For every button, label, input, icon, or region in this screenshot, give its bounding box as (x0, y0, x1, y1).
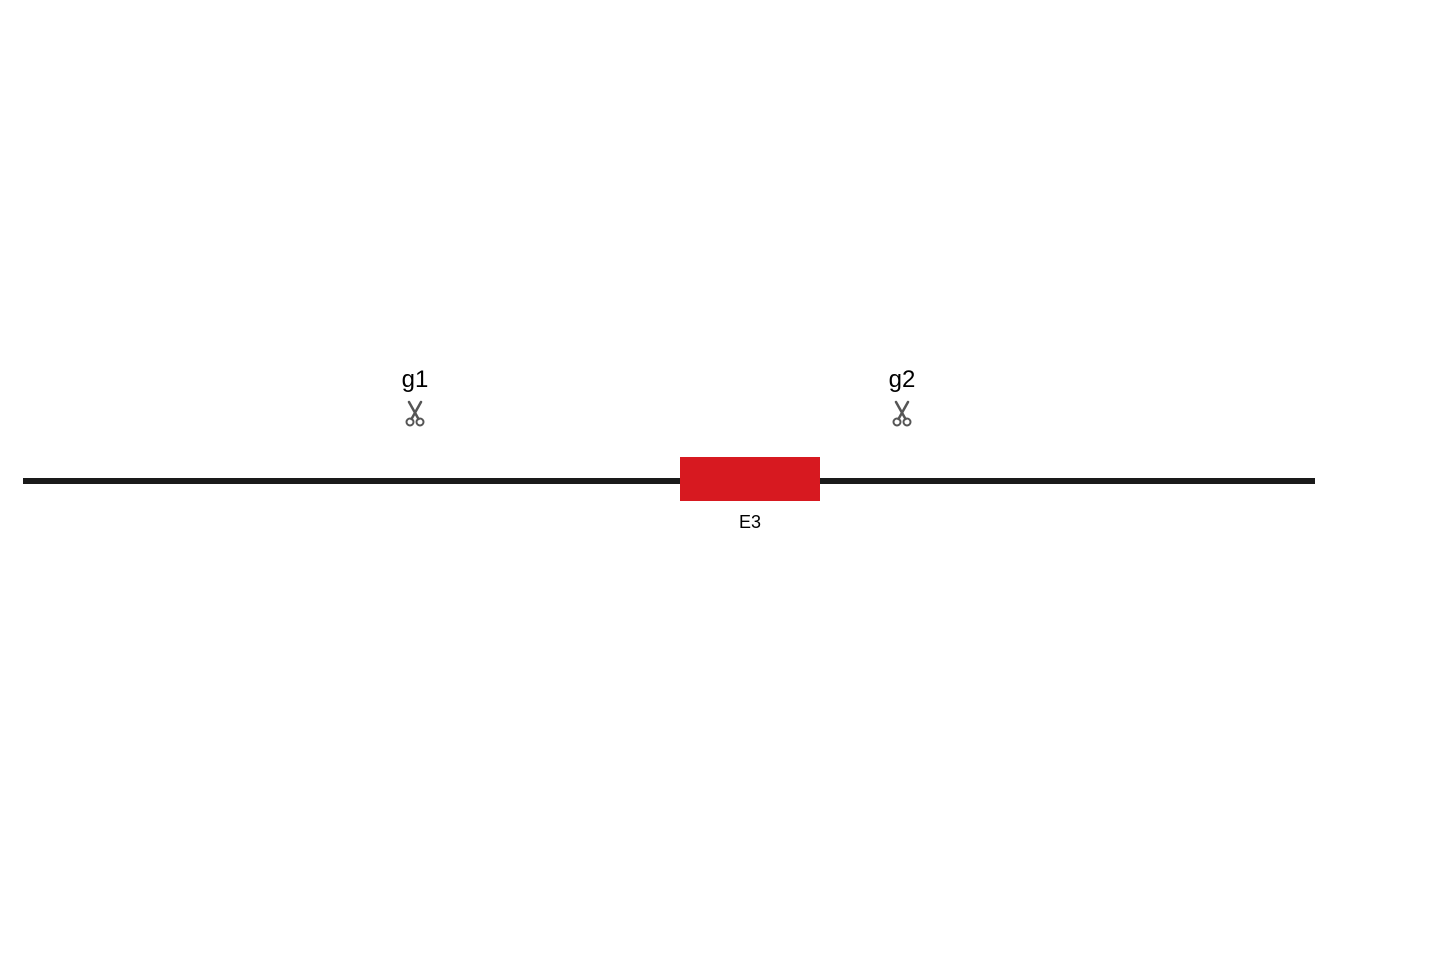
scissors-icon (887, 398, 917, 433)
scissors-icon (400, 398, 430, 433)
gene-diagram: E3 g1 g2 (0, 0, 1440, 960)
cut-site-g1-label: g1 (395, 366, 435, 394)
exon-label: E3 (680, 512, 820, 533)
exon-box (680, 457, 820, 501)
exon-label-text: E3 (739, 512, 761, 532)
genome-line-right (820, 478, 1315, 484)
genome-line-left (23, 478, 680, 484)
cut-site-g1: g1 (395, 366, 435, 433)
cut-site-g2: g2 (882, 366, 922, 433)
cut-site-g2-label: g2 (882, 366, 922, 394)
